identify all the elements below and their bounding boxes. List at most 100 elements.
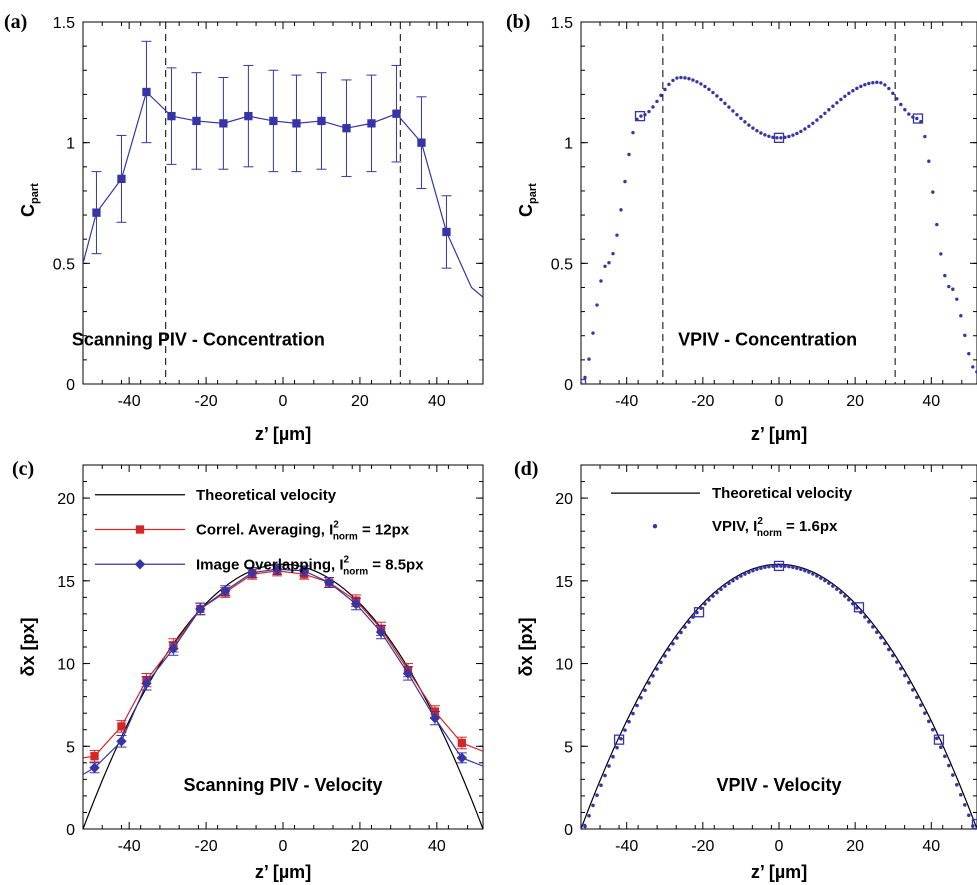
series-line [83,90,483,298]
data-point [655,667,659,671]
data-point [317,116,326,126]
y-tick-label: 0 [564,822,573,839]
data-point [457,738,466,748]
data-point [402,668,414,679]
data-point [787,134,791,139]
y-tick-label: 1 [564,136,573,153]
axes-panel-0: -40 -20 0 20 40 0 0.5 1 1.5 (a) z’ [µm] Cpart Scanni… [4,11,484,444]
data-point [903,108,907,112]
data-point [815,118,819,122]
legend-label-text: Theoretical velocity [196,487,337,504]
data-point [599,279,603,283]
x-tick-label: -20 [195,393,218,410]
data-point [595,793,599,798]
data-point [298,565,310,577]
data-point [795,566,799,570]
y-tick-label: 1.5 [53,15,75,32]
data-point [795,131,799,136]
data-point [827,108,831,112]
data-point [611,251,615,256]
data-point [811,572,815,576]
data-point [611,754,615,759]
data-point [639,114,643,118]
vpiv-concentration-points [581,75,977,384]
data-point [659,660,663,665]
data-point [767,134,771,139]
y-axis-label-sub: part [29,183,41,204]
data-point [695,610,699,615]
data-point [851,89,855,93]
data-point [875,80,879,85]
x-tick-label: 40 [428,393,446,410]
data-point [907,680,911,685]
data-point [375,626,387,638]
data-point [867,620,871,624]
data-point [675,636,679,640]
data-point [647,681,651,685]
data-point [799,129,803,134]
data-point [779,564,783,568]
data-point [899,666,903,671]
y-tick-label: 0 [66,377,75,394]
legend-label-tail: = 8.5px [368,556,424,573]
data-point [851,601,855,606]
data-point [799,567,803,572]
data-point [615,233,619,237]
data-point [599,783,603,788]
legend-marker [652,524,658,529]
data-point [691,78,695,82]
data-point [739,116,743,121]
data-point [627,152,631,157]
data-point [915,695,919,700]
data-point [707,87,711,92]
data-point [711,594,715,598]
y-axis-label-main: C [516,204,536,217]
data-point [595,303,599,307]
data-point [195,603,206,615]
data-point [739,574,743,578]
x-tick-label: 0 [279,393,288,410]
data-point [843,594,847,598]
legend-marker [135,525,145,534]
data-point [927,159,931,163]
data-point [659,93,663,98]
data-point [907,112,911,116]
data-point [775,564,779,568]
data-point [727,105,731,109]
data-point [583,375,587,380]
data-point [292,119,301,128]
x-tick-label: 0 [775,838,784,855]
data-point [835,587,839,591]
x-tick-label: 20 [351,838,369,855]
data-point [679,630,683,635]
data-point [747,123,751,127]
data-point [955,782,959,787]
data-point [269,116,278,126]
data-point [691,615,695,619]
data-point [959,792,963,797]
data-point [939,252,943,256]
data-point [863,615,867,619]
data-point [931,190,935,194]
data-point [743,572,747,576]
x-tick-label: 40 [922,838,940,855]
data-point-square [971,818,977,829]
data-point [627,719,631,724]
legend-label: Theoretical velocity [712,485,853,502]
y-tick-label: 5 [564,739,573,756]
axes-panel-3: -40 -20 0 20 40 0 5 10 15 20 (d) z’ [µm] δx [px] VPIV… [514,458,977,882]
legend: Theoretical velocity Correl. Averaging, I… [95,487,424,577]
y-axis-label: δx [px] [516,618,536,677]
data-point [879,81,883,85]
data-point [699,82,703,86]
legend-label-sub: norm [333,532,358,543]
data-point [823,578,827,583]
panel-label: (a) [4,11,27,33]
data-point [619,736,623,741]
legend-label-sub: norm [343,566,368,577]
data-point [639,695,643,700]
data-point [117,722,126,731]
data-point [819,576,823,580]
y-tick-label: 1 [66,136,75,153]
legend-label: VPIV, I2 norm = 1.6px [712,516,838,539]
